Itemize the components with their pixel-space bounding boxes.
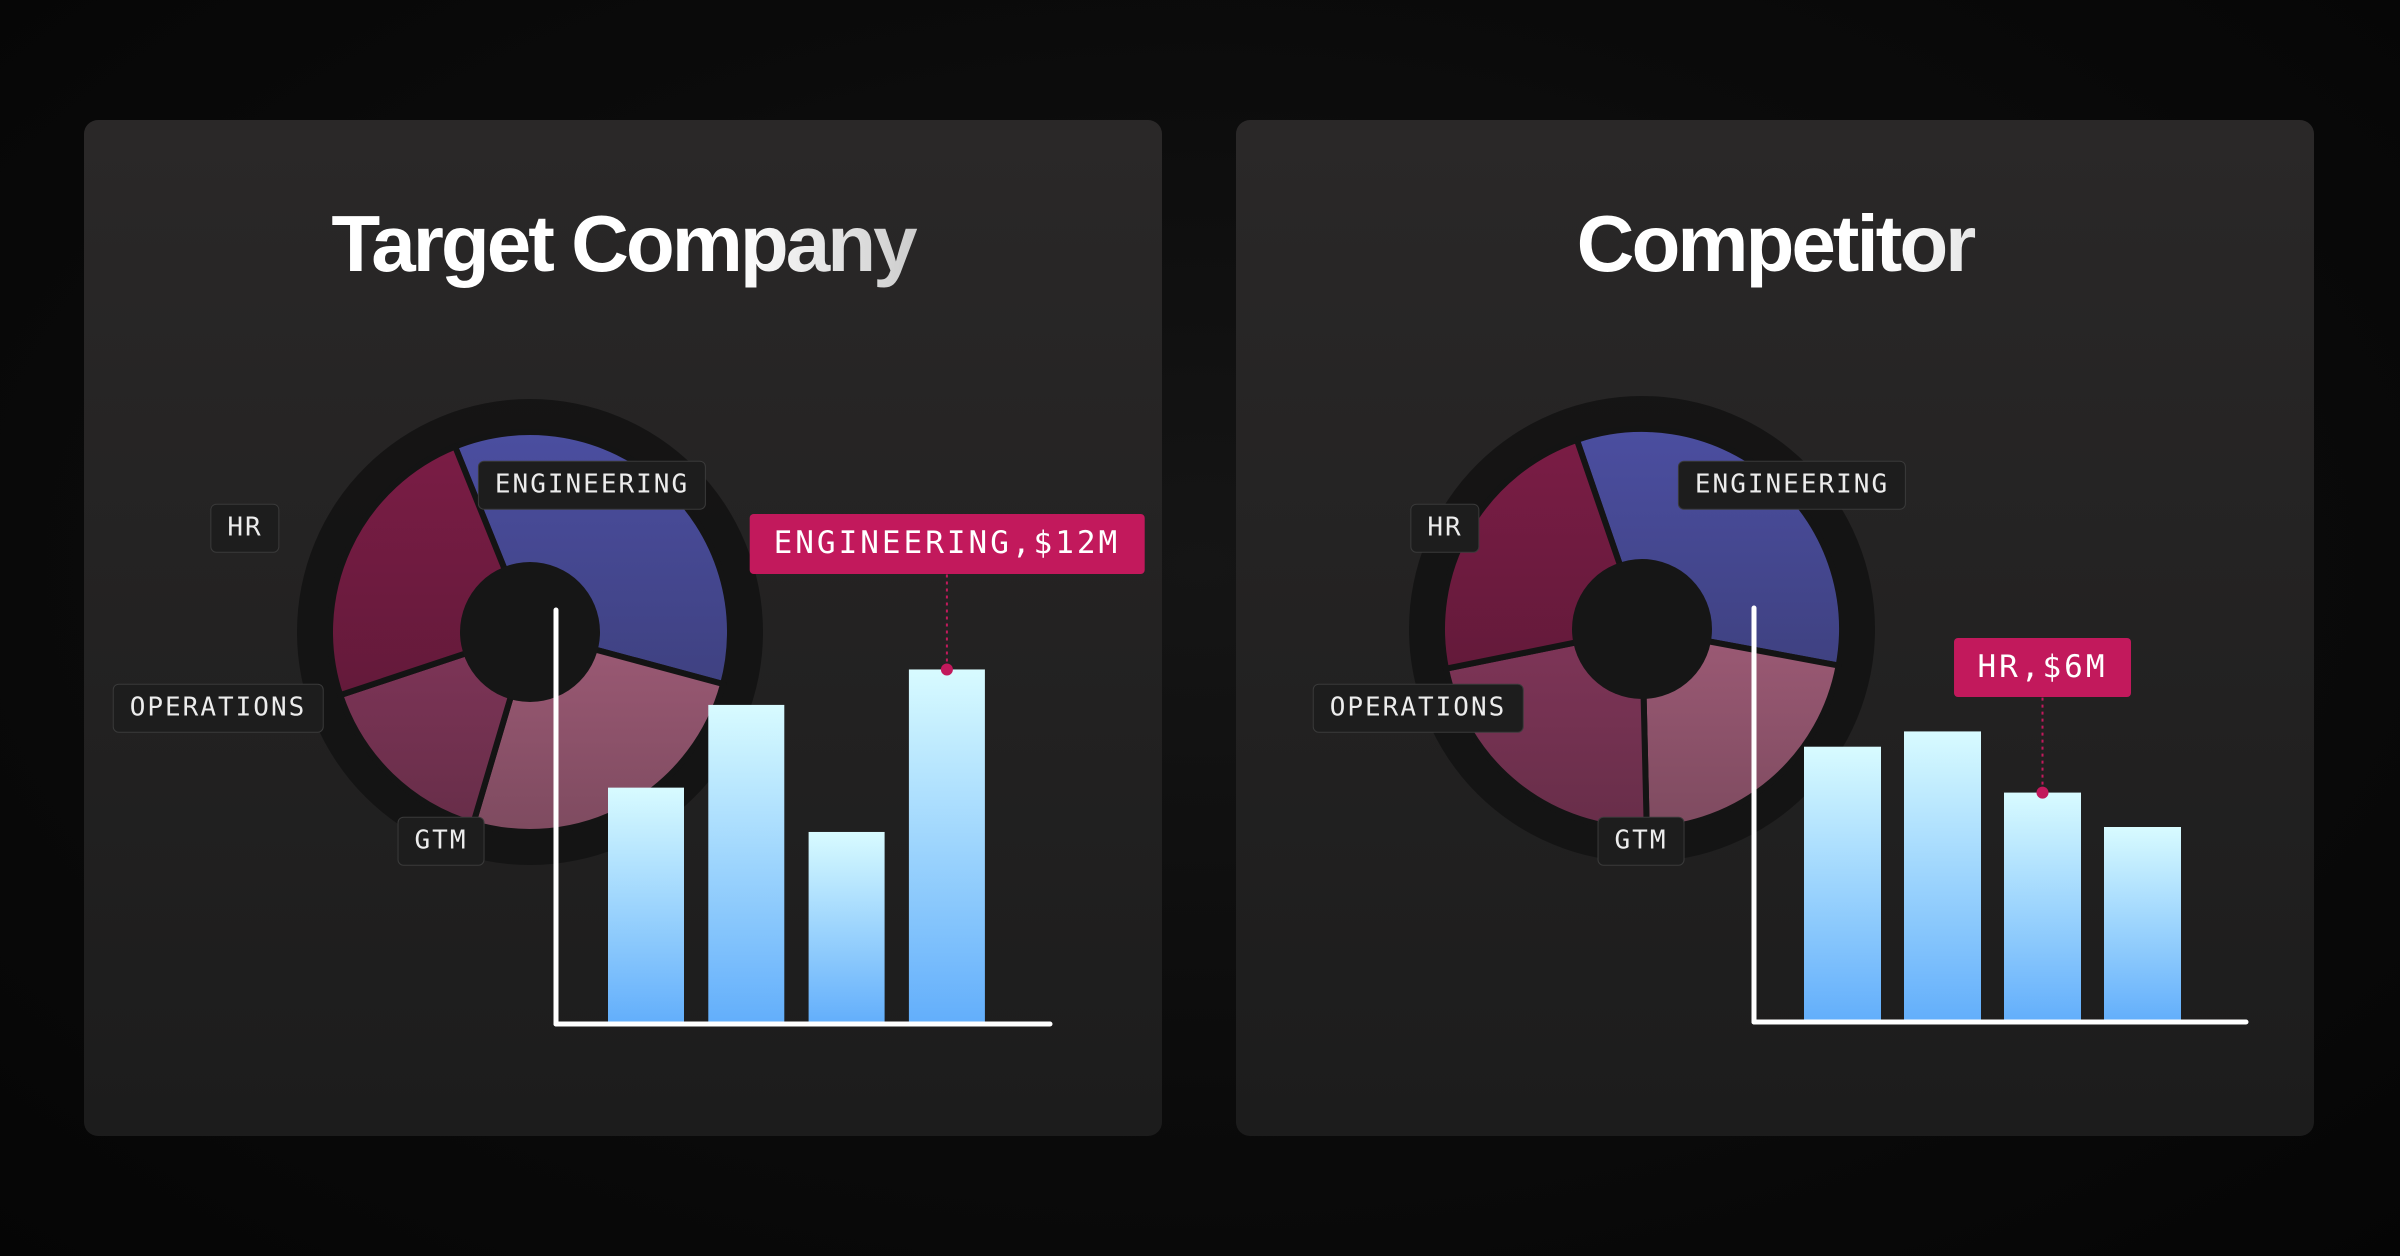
bar-2 xyxy=(708,704,785,1024)
segment-tag-hr: HR xyxy=(210,503,280,553)
highlight-callout: HR,$6M xyxy=(1953,637,2132,698)
segment-tag-gtm: GTM xyxy=(1597,816,1685,866)
panel-title: Competitor xyxy=(1236,196,2314,292)
competitor-chart xyxy=(1409,396,2249,1025)
bar-2 xyxy=(1904,731,1981,1022)
bar-4 xyxy=(908,669,985,1024)
competitor-panel: Competitor HR,$6M ENGINEERING GTM OPERATION… xyxy=(1236,120,2314,1136)
target-company-chart xyxy=(297,399,1053,1027)
bar-3 xyxy=(2004,792,2081,1022)
panel-title: Target Company xyxy=(84,196,1162,292)
callout-dot xyxy=(940,663,953,676)
donut-hole xyxy=(1572,559,1712,699)
segment-tag-operations: OPERATIONS xyxy=(1312,683,1524,733)
segment-tag-operations: OPERATIONS xyxy=(112,683,324,733)
callout-dot xyxy=(2036,786,2049,799)
bar-chart xyxy=(553,607,1053,1027)
bar-chart xyxy=(1751,605,2249,1025)
donut-hole xyxy=(460,562,600,702)
segment-tag-engineering: ENGINEERING xyxy=(1677,460,1907,510)
bar-1 xyxy=(1804,746,1881,1022)
target-company-panel: Target Company ENGINEERING,$12M ENGINEERI… xyxy=(84,120,1162,1136)
bar-4 xyxy=(2104,827,2181,1022)
segment-tag-gtm: GTM xyxy=(397,816,485,866)
bar-3 xyxy=(808,831,885,1024)
highlight-callout: ENGINEERING,$12M xyxy=(749,514,1145,575)
segment-tag-hr: HR xyxy=(1410,503,1480,553)
segment-tag-engineering: ENGINEERING xyxy=(477,460,707,510)
bar-1 xyxy=(608,787,684,1024)
